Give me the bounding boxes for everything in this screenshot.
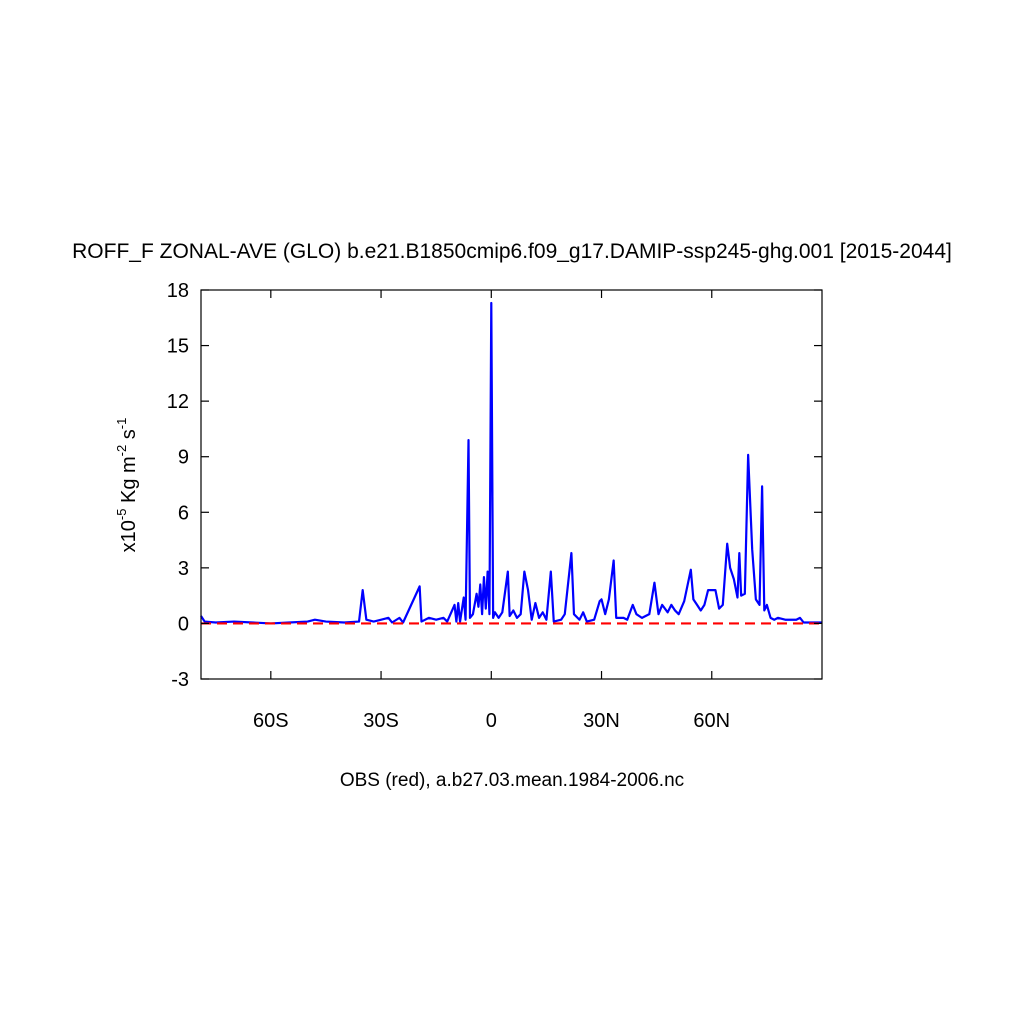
x-tick-label: 0 bbox=[486, 710, 497, 732]
y-axis-label-part: Kg m bbox=[118, 456, 140, 508]
y-axis-label-part: -2 bbox=[114, 445, 129, 457]
y-axis-label-part: -1 bbox=[114, 418, 129, 430]
y-axis-label-part: -5 bbox=[114, 509, 129, 521]
chart-title: ROFF_F ZONAL-AVE (GLO) b.e21.B1850cmip6.… bbox=[72, 240, 952, 263]
y-tick-label: 15 bbox=[167, 336, 189, 358]
y-tick-label: 18 bbox=[167, 280, 189, 302]
y-tick-label: 9 bbox=[178, 447, 189, 469]
y-axis-label: x10-5 Kg m-2 s-1 bbox=[114, 418, 140, 553]
y-tick-label: 3 bbox=[178, 558, 189, 580]
y-tick-label: 12 bbox=[167, 391, 189, 413]
x-tick-label: 30N bbox=[583, 710, 620, 732]
plot-frame bbox=[200, 289, 823, 680]
x-tick-label: 60S bbox=[253, 710, 289, 732]
x-axis-label: OBS (red), a.b27.03.mean.1984-2006.nc bbox=[340, 770, 684, 791]
data-line bbox=[200, 301, 822, 625]
y-tick-label: 0 bbox=[178, 613, 189, 635]
x-tick-label: 60N bbox=[693, 710, 730, 732]
y-tick-label: -3 bbox=[171, 669, 189, 691]
y-tick-label: 6 bbox=[178, 502, 189, 524]
x-tick-label: 30S bbox=[363, 710, 399, 732]
y-axis-label-part: s bbox=[118, 429, 140, 445]
y-axis-label-part: x10 bbox=[118, 520, 140, 552]
